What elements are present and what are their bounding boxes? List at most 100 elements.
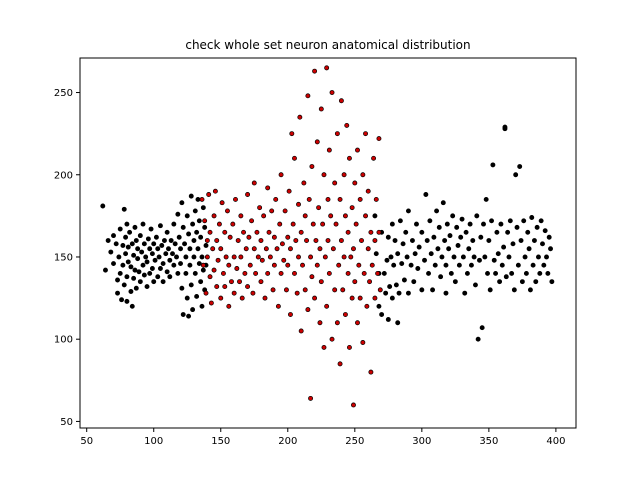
data-point [200, 262, 206, 268]
data-point [389, 221, 395, 227]
data-point [459, 216, 465, 222]
data-point [309, 164, 315, 169]
data-point [352, 180, 358, 186]
data-point [450, 213, 456, 219]
data-point [455, 243, 461, 248]
data-point [357, 295, 363, 301]
data-point [231, 290, 237, 296]
data-point [164, 269, 170, 275]
data-point [491, 257, 497, 263]
data-point [157, 223, 163, 229]
data-point [120, 243, 126, 248]
data-point [170, 251, 175, 257]
data-point [186, 231, 192, 237]
data-point [372, 295, 378, 301]
data-point [446, 246, 452, 252]
data-point [305, 307, 311, 313]
data-point [148, 226, 154, 232]
data-point [338, 238, 344, 243]
plot-frame [79, 57, 577, 429]
data-point [546, 234, 552, 240]
data-point [347, 344, 352, 350]
data-point [388, 254, 394, 260]
data-point [334, 131, 340, 137]
data-point [204, 238, 210, 243]
data-point [463, 229, 469, 235]
data-point [196, 218, 202, 224]
data-point [145, 236, 151, 242]
data-point [249, 218, 255, 224]
data-point [259, 257, 265, 263]
data-point [444, 221, 450, 227]
data-point [245, 192, 251, 197]
data-point [231, 254, 237, 260]
data-point [436, 224, 442, 230]
data-point [326, 270, 332, 276]
data-point [222, 229, 228, 235]
data-point [332, 180, 338, 186]
data-point [355, 320, 360, 326]
data-point [178, 261, 183, 267]
data-point [286, 188, 292, 194]
data-point [153, 234, 159, 240]
data-point [478, 234, 484, 240]
data-point [318, 279, 324, 285]
data-point [502, 124, 508, 130]
data-point [345, 270, 351, 276]
data-point [234, 266, 240, 271]
data-point [360, 172, 366, 178]
data-point [123, 234, 129, 240]
data-point [495, 251, 501, 257]
data-point [384, 257, 390, 263]
data-point [381, 270, 387, 276]
data-point [412, 251, 418, 257]
data-point [422, 257, 427, 263]
data-point [239, 295, 245, 301]
data-point [251, 180, 257, 186]
data-point [419, 229, 425, 235]
data-point [347, 155, 352, 161]
data-point [229, 279, 234, 285]
data-point [314, 139, 320, 145]
data-point [509, 270, 515, 276]
data-point [549, 279, 555, 285]
data-point [294, 290, 300, 296]
data-point [522, 254, 528, 260]
data-point [226, 303, 232, 309]
data-point [290, 221, 296, 227]
data-point [432, 262, 438, 268]
data-point [282, 208, 288, 214]
data-point [179, 285, 185, 291]
data-point [351, 246, 356, 252]
data-point [262, 295, 268, 301]
data-point [405, 208, 411, 214]
data-point [505, 229, 511, 235]
data-point [400, 241, 406, 247]
data-point [329, 90, 335, 95]
data-point [411, 279, 417, 285]
data-point [302, 213, 308, 219]
data-point [497, 279, 503, 285]
data-point [180, 312, 186, 317]
y-axis: 50 100 150 200 250 [54, 88, 80, 428]
data-point [519, 279, 525, 285]
data-point [188, 193, 194, 199]
data-point [401, 277, 407, 283]
data-point [527, 287, 533, 293]
data-point [365, 188, 371, 194]
data-point [477, 257, 482, 263]
data-point [195, 196, 201, 202]
data-point [506, 254, 512, 260]
data-point [471, 254, 477, 260]
data-point [176, 234, 182, 240]
data-point [135, 246, 141, 252]
data-point [317, 320, 323, 326]
data-point [541, 262, 547, 268]
data-point [325, 238, 331, 243]
data-point [225, 208, 230, 214]
data-point [373, 251, 379, 257]
data-point [187, 246, 193, 252]
data-point [195, 246, 201, 252]
data-point [427, 218, 433, 224]
data-point [333, 221, 339, 227]
